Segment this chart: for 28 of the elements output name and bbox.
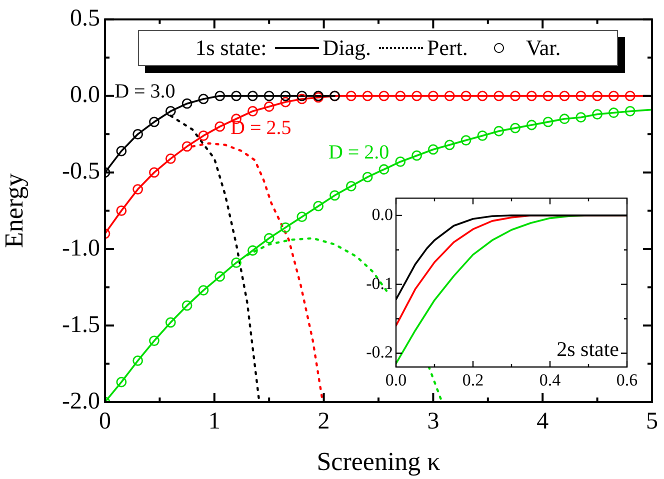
- y-tick-label: -2.0: [62, 388, 100, 414]
- x-tick-label: 5: [646, 408, 658, 435]
- y-tick-label: -1.5: [62, 312, 100, 338]
- annotation: 2s state: [556, 337, 619, 362]
- x-tick-label: 0.6: [616, 370, 638, 390]
- y-tick-label: -0.2: [366, 342, 393, 362]
- y-tick-label: 0.0: [70, 82, 100, 108]
- legend-title: 1s state:: [195, 35, 267, 61]
- x-tick-label: 0.4: [539, 370, 562, 390]
- legend-label: Diag.: [322, 35, 371, 61]
- x-tick-label: 2: [318, 408, 330, 435]
- y-tick-label: -0.5: [62, 158, 100, 185]
- legend-label: Var.: [526, 35, 561, 61]
- y-tick-label: -0.1: [366, 274, 393, 293]
- legend-label: Pert.: [426, 35, 468, 61]
- y-axis-title: Energy: [0, 173, 28, 248]
- annotation: D = 3.0: [114, 80, 176, 102]
- annotation: D = 2.0: [328, 142, 390, 164]
- y-tick-label: -1.0: [62, 235, 100, 262]
- x-tick-label: 1: [208, 408, 220, 435]
- x-tick-label: 3: [427, 408, 440, 435]
- x-axis-title: Screening κ: [316, 447, 440, 476]
- x-tick-label: 0.2: [462, 370, 484, 390]
- y-tick-label: 0.5: [70, 6, 100, 32]
- y-tick-label: 0.0: [372, 204, 393, 224]
- x-tick-label: 4: [536, 408, 549, 435]
- x-tick-label: 0: [99, 408, 111, 435]
- x-tick-label: 0.0: [385, 370, 407, 390]
